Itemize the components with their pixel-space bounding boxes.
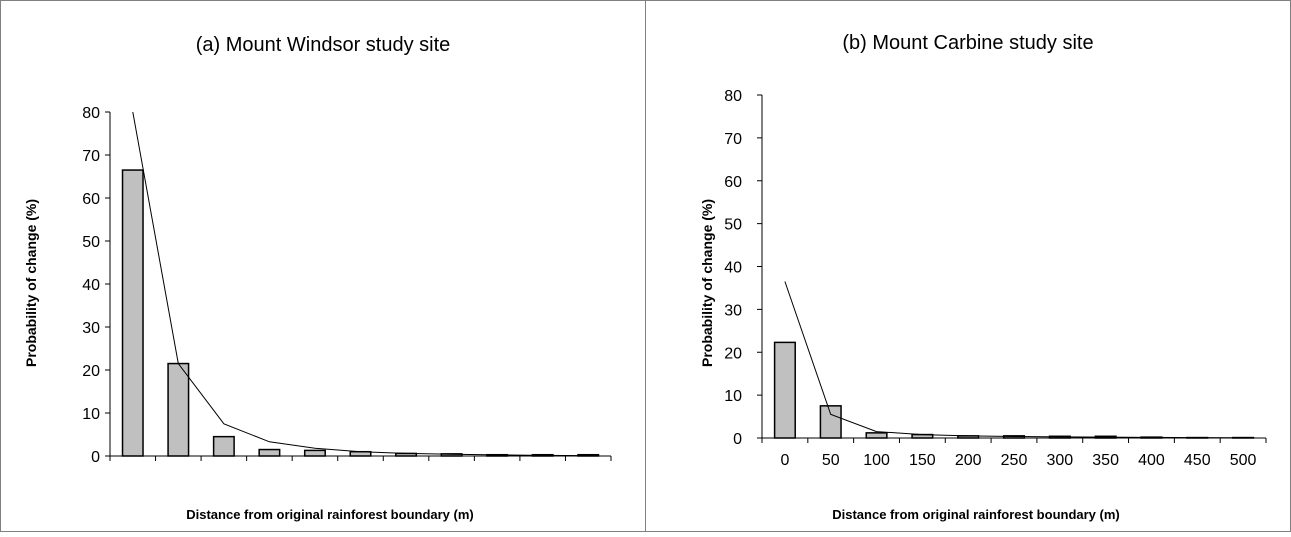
panel-a-y-tick-label: 80: [82, 105, 100, 122]
panel-b-x-tick-label: 500: [1230, 452, 1257, 469]
panel-a-bar: [168, 364, 188, 456]
panel-b-y-tick-label: 10: [724, 388, 742, 405]
panel-a-y-axis-label: Probability of change (%): [23, 199, 39, 367]
panel-b-x-tick-label: 0: [780, 452, 789, 469]
panel-a-y-tick-label: 10: [82, 406, 100, 423]
panel-a-y-tick-label: 50: [82, 234, 100, 251]
panel-b-y-tick-label: 0: [733, 431, 742, 448]
panel-b-bar: [866, 433, 887, 438]
panel-b-y-tick-label: 70: [724, 131, 742, 148]
panel-b-y-tick-label: 40: [724, 260, 742, 277]
panel-b-y-tick-label: 30: [724, 302, 742, 319]
panel-b-y-tick-label: 50: [724, 217, 742, 234]
panel-b-x-tick-label: 100: [863, 452, 890, 469]
panel-a-plot: 0 10 20 30 40 50 60 70 80: [82, 105, 611, 466]
panel-a-title: (a) Mount Windsor study site: [196, 34, 451, 56]
panel-b-x-tick-label: 200: [955, 452, 982, 469]
panel-b-x-tick-label: 450: [1184, 452, 1211, 469]
panel-b-bar: [820, 406, 841, 438]
panel-a-y-tick-label: 0: [91, 449, 100, 466]
panel-b-x-tick-label: 300: [1046, 452, 1073, 469]
panel-a-bar: [305, 450, 325, 456]
panel-b-y-tick-label: 80: [724, 88, 742, 105]
panel-b-x-axis-label: Distance from original rainforest bounda…: [832, 507, 1120, 522]
panel-a-fit-line: [133, 112, 588, 456]
panel-a-bar: [123, 170, 143, 456]
panel-a-bar: [214, 437, 234, 456]
panel-b-x-tick-label: 400: [1138, 452, 1165, 469]
panel-b-y-tick-label: 60: [724, 174, 742, 191]
panel-a-y-tick-label: 40: [82, 277, 100, 294]
panel-a-y-tick-label: 20: [82, 363, 100, 380]
panel-b-plot: 0 10 20 30 40 50 60 70 80 0 50 100 150 200 250 300 350 40…: [724, 88, 1266, 469]
panel-b-x-tick-label: 150: [909, 452, 936, 469]
panel-a-x-axis-label: Distance from original rainforest bounda…: [186, 507, 474, 522]
panel-b-x-tick-label: 250: [1001, 452, 1028, 469]
panel-a-y-tick-label: 60: [82, 191, 100, 208]
panel-a-bar: [259, 450, 279, 456]
panel-b-y-tick-label: 20: [724, 345, 742, 362]
panel-a-y-tick-label: 70: [82, 148, 100, 165]
panel-b-x-tick-label: 50: [822, 452, 840, 469]
panel-b-title: (b) Mount Carbine study site: [842, 32, 1093, 54]
panel-b-bar: [775, 342, 796, 438]
panel-b-fit-line: [785, 282, 1243, 438]
panel-b-y-axis-label: Probability of change (%): [699, 199, 715, 367]
panel-b-x-tick-label: 350: [1092, 452, 1119, 469]
panel-a-y-tick-label: 30: [82, 320, 100, 337]
